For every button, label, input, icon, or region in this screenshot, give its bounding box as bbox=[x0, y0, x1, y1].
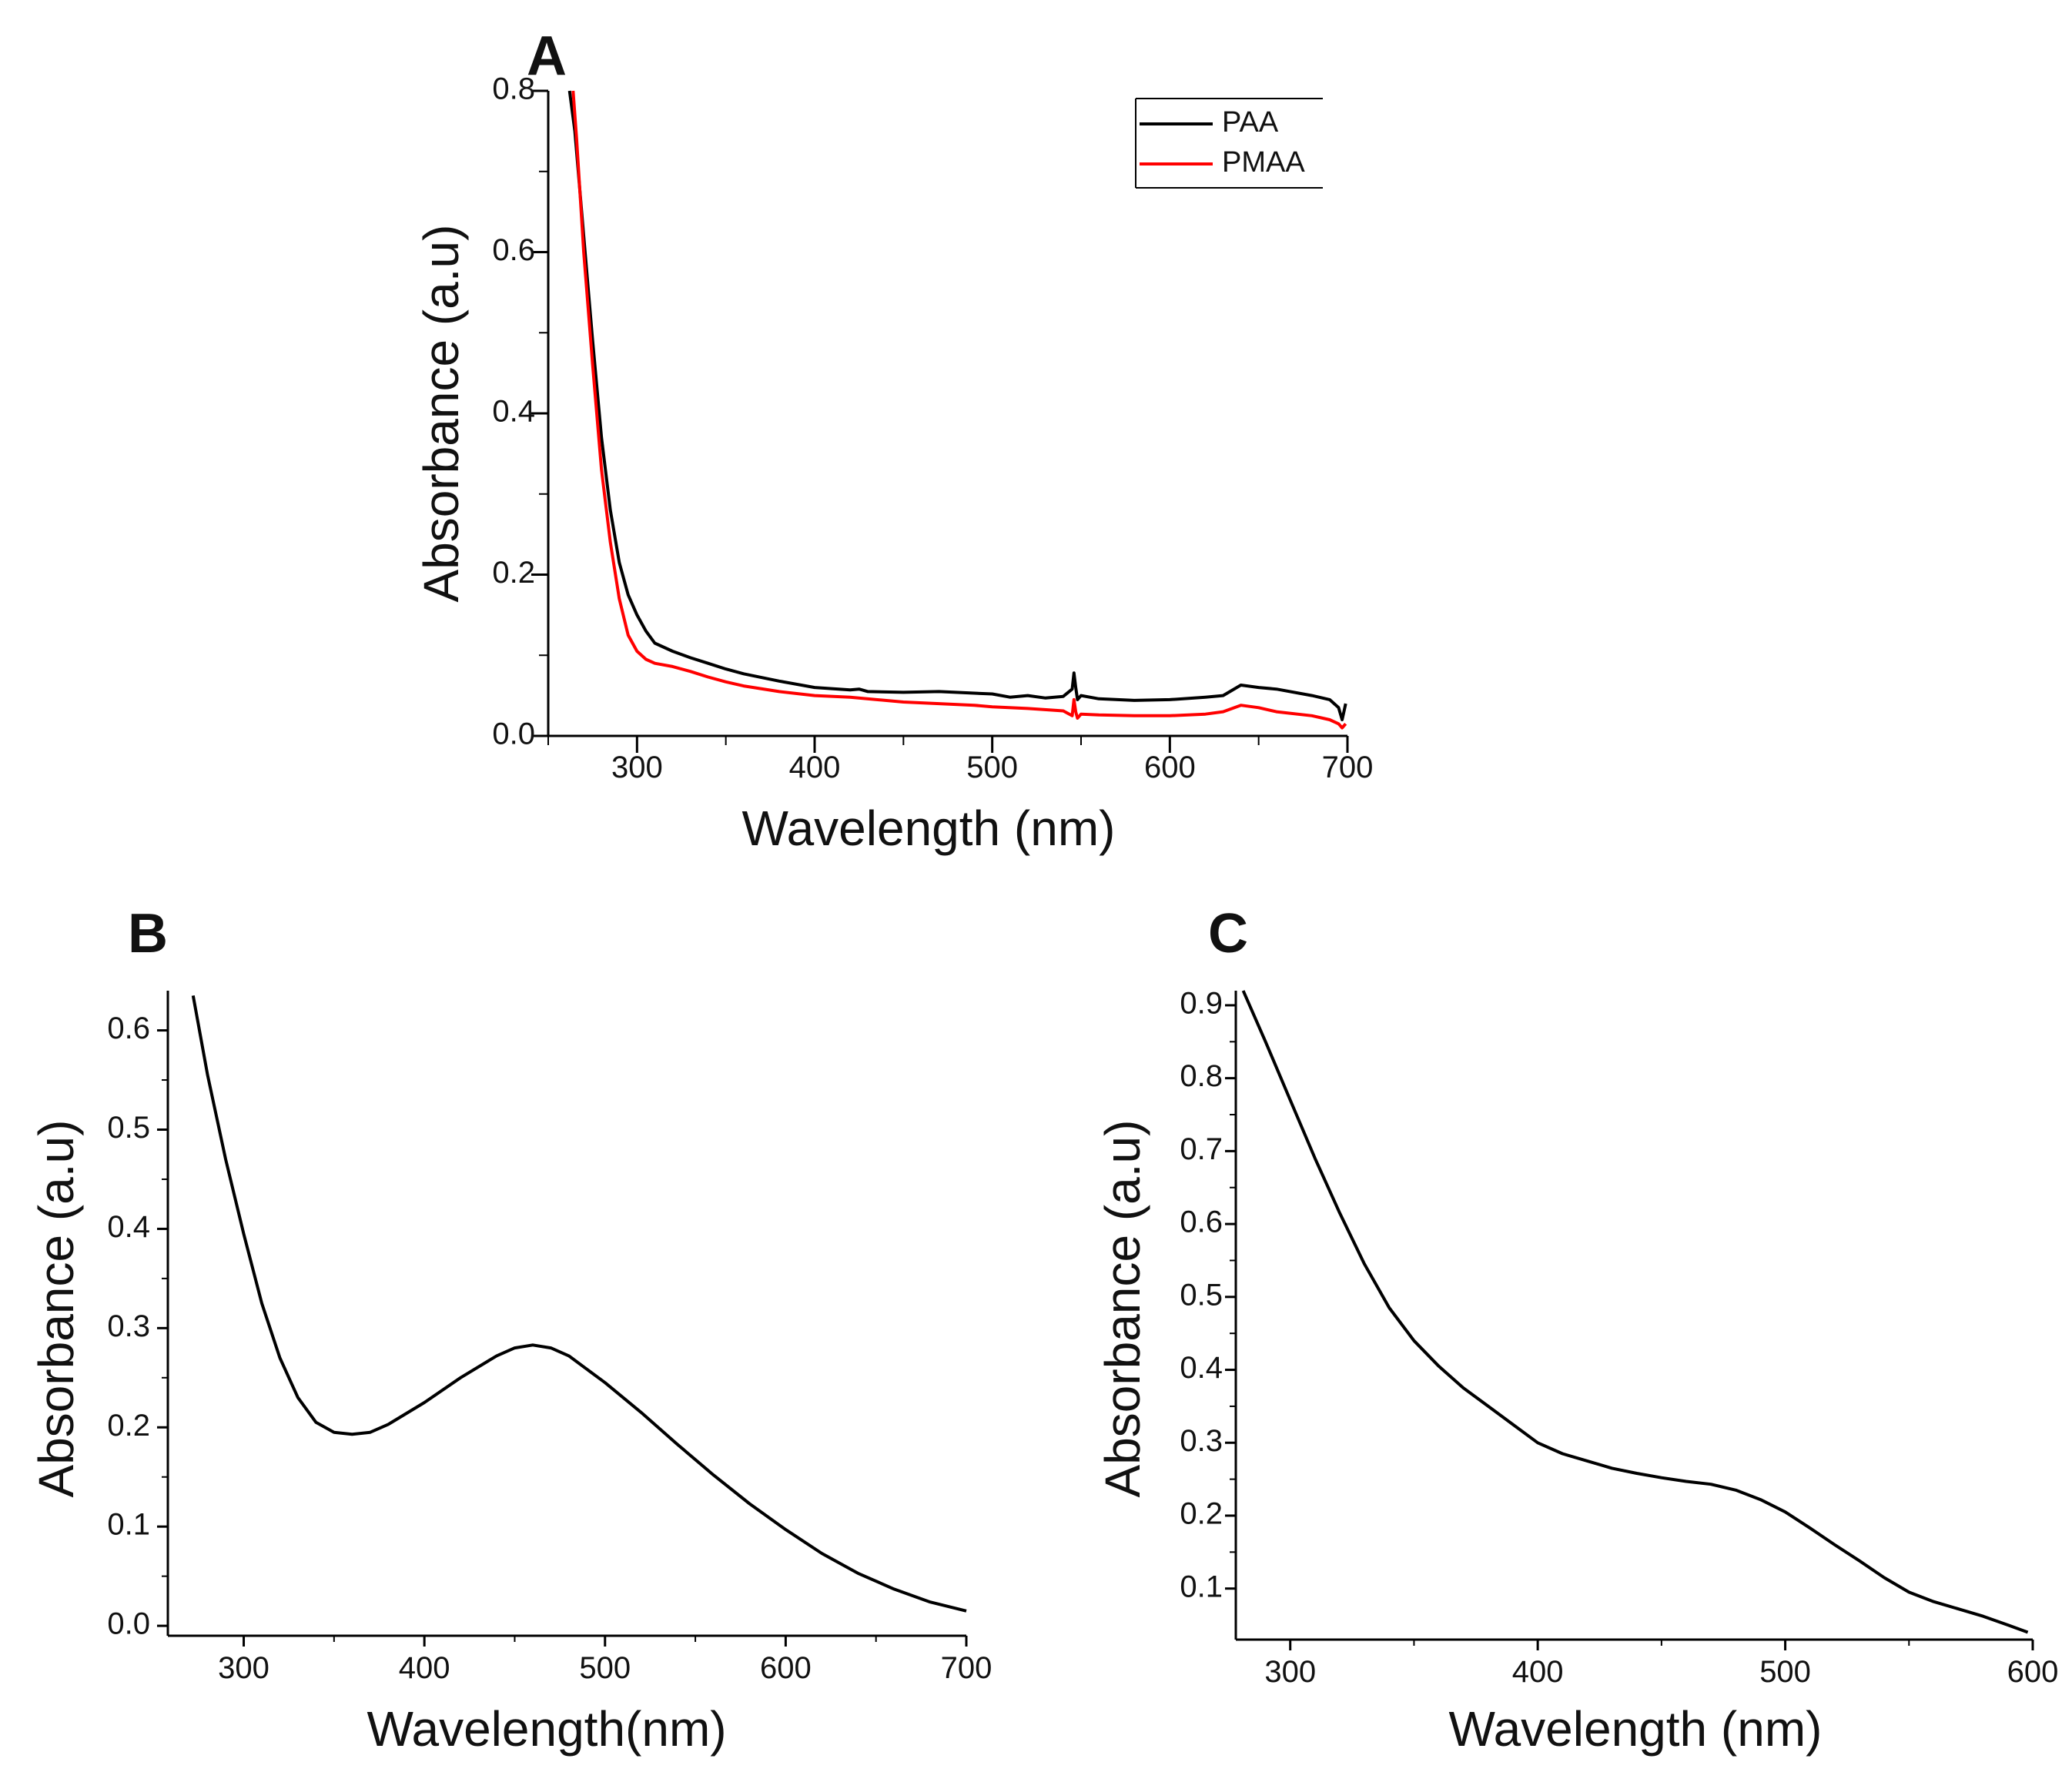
y-tick-label: 0.6 bbox=[492, 233, 535, 267]
panel-c: C 300 400 500 600 0.1 0.2 0.3 0.4 0.5 0.6 0.7 0.8 0.9… bbox=[1095, 903, 2058, 1757]
y-tick-label: 0.3 bbox=[107, 1309, 150, 1343]
y-tick-label: 0.8 bbox=[1180, 1059, 1223, 1093]
x-tick-label: 600 bbox=[1144, 751, 1196, 784]
panel-b-letter: B bbox=[128, 903, 168, 965]
x-tick-label: 700 bbox=[1322, 751, 1374, 784]
panel-b-y-axis-title: Absorbance (a.u) bbox=[28, 1120, 84, 1498]
x-tick-label: 300 bbox=[218, 1651, 269, 1685]
panel-b-spectrum-line bbox=[191, 995, 967, 1613]
legend-label-pmaa: PMAA bbox=[1222, 146, 1305, 179]
y-tick-label: 0.4 bbox=[492, 395, 535, 429]
x-tick-label: 500 bbox=[966, 751, 1018, 784]
panel-c-spectrum-line bbox=[1241, 990, 2029, 1634]
y-tick-label: 0.2 bbox=[107, 1409, 150, 1443]
y-tick-label: 0.4 bbox=[1180, 1351, 1223, 1385]
x-tick-label: 600 bbox=[2007, 1655, 2059, 1689]
x-tick-label: 300 bbox=[611, 751, 663, 784]
panel-b-x-axis-title: Wavelength(nm) bbox=[367, 1701, 726, 1757]
y-tick-label: 0.6 bbox=[1180, 1205, 1223, 1239]
panel-a: A 300 400 500 600 700 0.0 0.2 0.4 0.6 0.8 Wavelengt… bbox=[413, 25, 1373, 856]
panel-b: B 300 400 500 600 700 0.0 0.1 0.2 0.3 0.4 0.5 0.6 Wav… bbox=[28, 903, 992, 1757]
y-tick-label: 0.6 bbox=[107, 1011, 150, 1045]
y-tick-label: 0.5 bbox=[1180, 1278, 1223, 1312]
x-tick-label: 400 bbox=[399, 1651, 450, 1685]
panel-a-y-axis-title: Absorbance (a.u) bbox=[413, 225, 469, 603]
y-tick-label: 0.2 bbox=[492, 556, 535, 590]
x-tick-label: 500 bbox=[579, 1651, 631, 1685]
panel-a-series-paa-line bbox=[567, 90, 1347, 721]
y-tick-label: 0.0 bbox=[107, 1607, 150, 1641]
panel-c-letter: C bbox=[1208, 903, 1248, 965]
y-tick-label: 0.0 bbox=[492, 717, 535, 751]
y-tick-label: 0.1 bbox=[1180, 1570, 1223, 1603]
x-tick-label: 400 bbox=[789, 751, 841, 784]
y-tick-label: 0.8 bbox=[492, 72, 535, 106]
y-tick-label: 0.3 bbox=[1180, 1424, 1223, 1458]
y-tick-label: 0.9 bbox=[1180, 987, 1223, 1021]
y-tick-label: 0.5 bbox=[107, 1111, 150, 1145]
panel-a-x-axis-title: Wavelength (nm) bbox=[742, 801, 1116, 856]
panel-c-y-axis-title: Absorbance (a.u) bbox=[1095, 1120, 1150, 1498]
y-tick-label: 0.4 bbox=[107, 1210, 150, 1244]
panel-a-letter: A bbox=[527, 25, 567, 87]
y-tick-label: 0.7 bbox=[1180, 1132, 1223, 1166]
panel-a-series-pmaa-line bbox=[571, 90, 1347, 730]
x-tick-label: 300 bbox=[1264, 1655, 1316, 1689]
x-tick-label: 500 bbox=[1759, 1655, 1811, 1689]
y-tick-label: 0.1 bbox=[107, 1508, 150, 1542]
panel-a-legend: PAA PMAA bbox=[1135, 98, 1323, 189]
y-tick-label: 0.2 bbox=[1180, 1497, 1223, 1531]
x-tick-label: 700 bbox=[941, 1651, 992, 1685]
x-tick-label: 400 bbox=[1512, 1655, 1564, 1689]
panel-c-x-axis-title: Wavelength (nm) bbox=[1449, 1701, 1823, 1757]
legend-label-paa: PAA bbox=[1222, 106, 1279, 139]
x-tick-label: 600 bbox=[760, 1651, 812, 1685]
